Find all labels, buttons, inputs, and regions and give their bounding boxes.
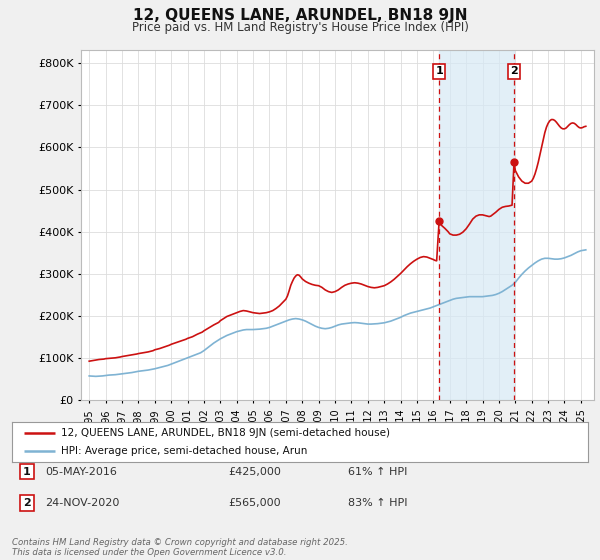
Text: 05-MAY-2016: 05-MAY-2016: [45, 466, 117, 477]
Text: 12, QUEENS LANE, ARUNDEL, BN18 9JN: 12, QUEENS LANE, ARUNDEL, BN18 9JN: [133, 8, 467, 24]
Text: Contains HM Land Registry data © Crown copyright and database right 2025.
This d: Contains HM Land Registry data © Crown c…: [12, 538, 348, 557]
Text: 83% ↑ HPI: 83% ↑ HPI: [348, 498, 407, 508]
Text: 2: 2: [510, 67, 518, 76]
Text: 1: 1: [23, 466, 31, 477]
Text: HPI: Average price, semi-detached house, Arun: HPI: Average price, semi-detached house,…: [61, 446, 307, 456]
Text: £565,000: £565,000: [228, 498, 281, 508]
Text: 1: 1: [435, 67, 443, 76]
Text: 24-NOV-2020: 24-NOV-2020: [45, 498, 119, 508]
Text: £425,000: £425,000: [228, 466, 281, 477]
Bar: [439, 50, 514, 400]
Text: 12, QUEENS LANE, ARUNDEL, BN18 9JN (semi-detached house): 12, QUEENS LANE, ARUNDEL, BN18 9JN (semi…: [61, 428, 390, 437]
Text: 2: 2: [23, 498, 31, 508]
Text: 61% ↑ HPI: 61% ↑ HPI: [348, 466, 407, 477]
Text: Price paid vs. HM Land Registry's House Price Index (HPI): Price paid vs. HM Land Registry's House …: [131, 21, 469, 34]
